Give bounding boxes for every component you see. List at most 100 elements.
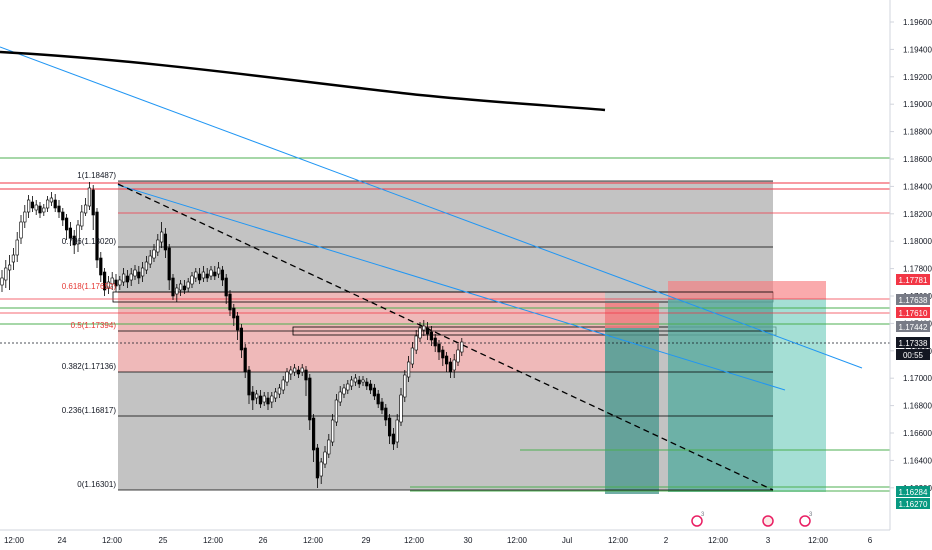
candle-body xyxy=(76,224,80,245)
candle xyxy=(433,334,437,352)
candle xyxy=(418,322,422,342)
candle-body xyxy=(182,285,187,291)
candle-body xyxy=(106,281,110,289)
candle xyxy=(270,392,274,408)
candle xyxy=(353,374,358,386)
candle-body xyxy=(300,367,304,373)
x-tick-label: 3 xyxy=(766,536,771,545)
candle-body xyxy=(4,267,8,281)
candle xyxy=(243,344,247,378)
candle-body xyxy=(395,419,399,443)
y-tick-label: 1.18200 xyxy=(903,210,932,219)
candle-body xyxy=(262,395,266,403)
candle xyxy=(311,414,316,462)
candle xyxy=(384,404,388,426)
price-badge xyxy=(896,294,930,305)
candle xyxy=(247,366,251,404)
candle-body xyxy=(403,374,407,398)
event-marker-1[interactable]: 3 xyxy=(691,512,705,527)
price-badge-label: 1.16270 xyxy=(899,500,928,509)
candle xyxy=(122,268,126,286)
candle xyxy=(239,324,244,358)
candle-body xyxy=(281,379,285,391)
x-tick-label: 30 xyxy=(464,536,473,545)
candle-body xyxy=(224,277,228,297)
price-badges: 1.17781 1.17638 1.17610 1.17442 1.17338 00:55… xyxy=(896,274,930,509)
candle-body xyxy=(95,211,99,261)
candle-body xyxy=(247,369,251,396)
candle xyxy=(49,192,53,206)
candle xyxy=(95,208,99,268)
event-markers[interactable]: 3 3 xyxy=(691,512,813,527)
fib-lines xyxy=(118,180,773,491)
moving-average xyxy=(0,50,606,112)
y-tick-label: 1.19400 xyxy=(903,45,932,54)
candle-body xyxy=(91,189,95,216)
trendline-dashed xyxy=(117,183,774,491)
price-badge-label: 1.17442 xyxy=(899,323,928,332)
candle-body xyxy=(68,227,72,239)
y-tick-label: 1.19600 xyxy=(903,18,932,27)
candle xyxy=(338,386,342,406)
candle-body xyxy=(384,407,388,421)
y-tick-label: 1.16600 xyxy=(903,429,932,438)
candle-body xyxy=(15,239,19,256)
candle xyxy=(357,376,361,388)
candle-body xyxy=(346,383,350,391)
y-tick-label: 1.16800 xyxy=(903,402,932,411)
candle-body xyxy=(399,394,403,423)
candle-body xyxy=(217,267,221,275)
candle xyxy=(437,340,441,360)
candle-body xyxy=(327,439,331,455)
price-badge xyxy=(896,321,930,332)
candle-body xyxy=(209,269,213,277)
candle xyxy=(232,304,236,326)
candle xyxy=(330,414,335,446)
candle xyxy=(19,215,23,244)
candle-body xyxy=(45,199,50,209)
candle-body xyxy=(87,187,91,207)
candle-body xyxy=(57,205,61,213)
candle xyxy=(255,390,259,404)
candle-body xyxy=(452,359,456,371)
price-badge xyxy=(896,274,930,285)
candle xyxy=(4,260,8,288)
price-badge-label: 1.17638 xyxy=(899,296,928,305)
candle-body xyxy=(84,204,88,214)
candle-body xyxy=(422,325,426,331)
candle-body xyxy=(125,275,129,283)
candle-body xyxy=(368,383,373,391)
price-badge xyxy=(896,498,930,509)
candle xyxy=(452,354,456,378)
candle xyxy=(399,388,403,426)
candle xyxy=(80,205,84,230)
candle-body xyxy=(26,199,31,213)
candle xyxy=(99,252,103,282)
candle-body xyxy=(114,279,118,287)
candle-body xyxy=(251,391,255,401)
candle-body xyxy=(441,349,445,359)
event-marker-2[interactable] xyxy=(762,515,774,527)
x-tick-label: 26 xyxy=(259,536,268,545)
candle-body xyxy=(137,271,141,279)
price-badge-label: 1.17781 xyxy=(899,276,928,285)
candle xyxy=(429,326,434,346)
candle-body xyxy=(304,369,308,381)
candle-body xyxy=(425,327,430,335)
candle-body xyxy=(110,277,114,285)
candle-body xyxy=(285,371,289,383)
candle-body xyxy=(232,307,236,319)
candle-body xyxy=(414,335,418,351)
candle-body xyxy=(418,327,422,339)
candle-body xyxy=(376,393,380,405)
candle-body xyxy=(437,343,441,353)
candle-body xyxy=(53,199,57,209)
candle xyxy=(403,370,407,402)
candle xyxy=(201,266,206,282)
candle-body xyxy=(144,261,149,271)
candle xyxy=(422,320,426,336)
event-marker-3[interactable]: 3 xyxy=(799,512,813,527)
candle xyxy=(198,268,202,284)
y-tick-label: 1.17800 xyxy=(903,265,932,274)
